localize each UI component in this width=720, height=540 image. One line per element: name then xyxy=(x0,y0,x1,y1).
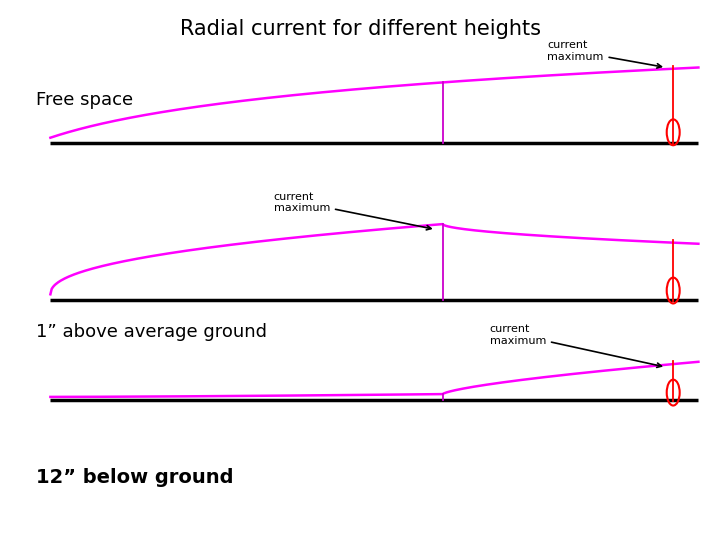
Text: 12” below ground: 12” below ground xyxy=(36,468,233,488)
Text: current
maximum: current maximum xyxy=(274,192,431,230)
Text: Free space: Free space xyxy=(36,91,133,109)
Text: 1” above average ground: 1” above average ground xyxy=(36,323,267,341)
Text: current
maximum: current maximum xyxy=(490,324,662,367)
Text: current
maximum: current maximum xyxy=(547,40,662,68)
Text: Radial current for different heights: Radial current for different heights xyxy=(179,19,541,39)
